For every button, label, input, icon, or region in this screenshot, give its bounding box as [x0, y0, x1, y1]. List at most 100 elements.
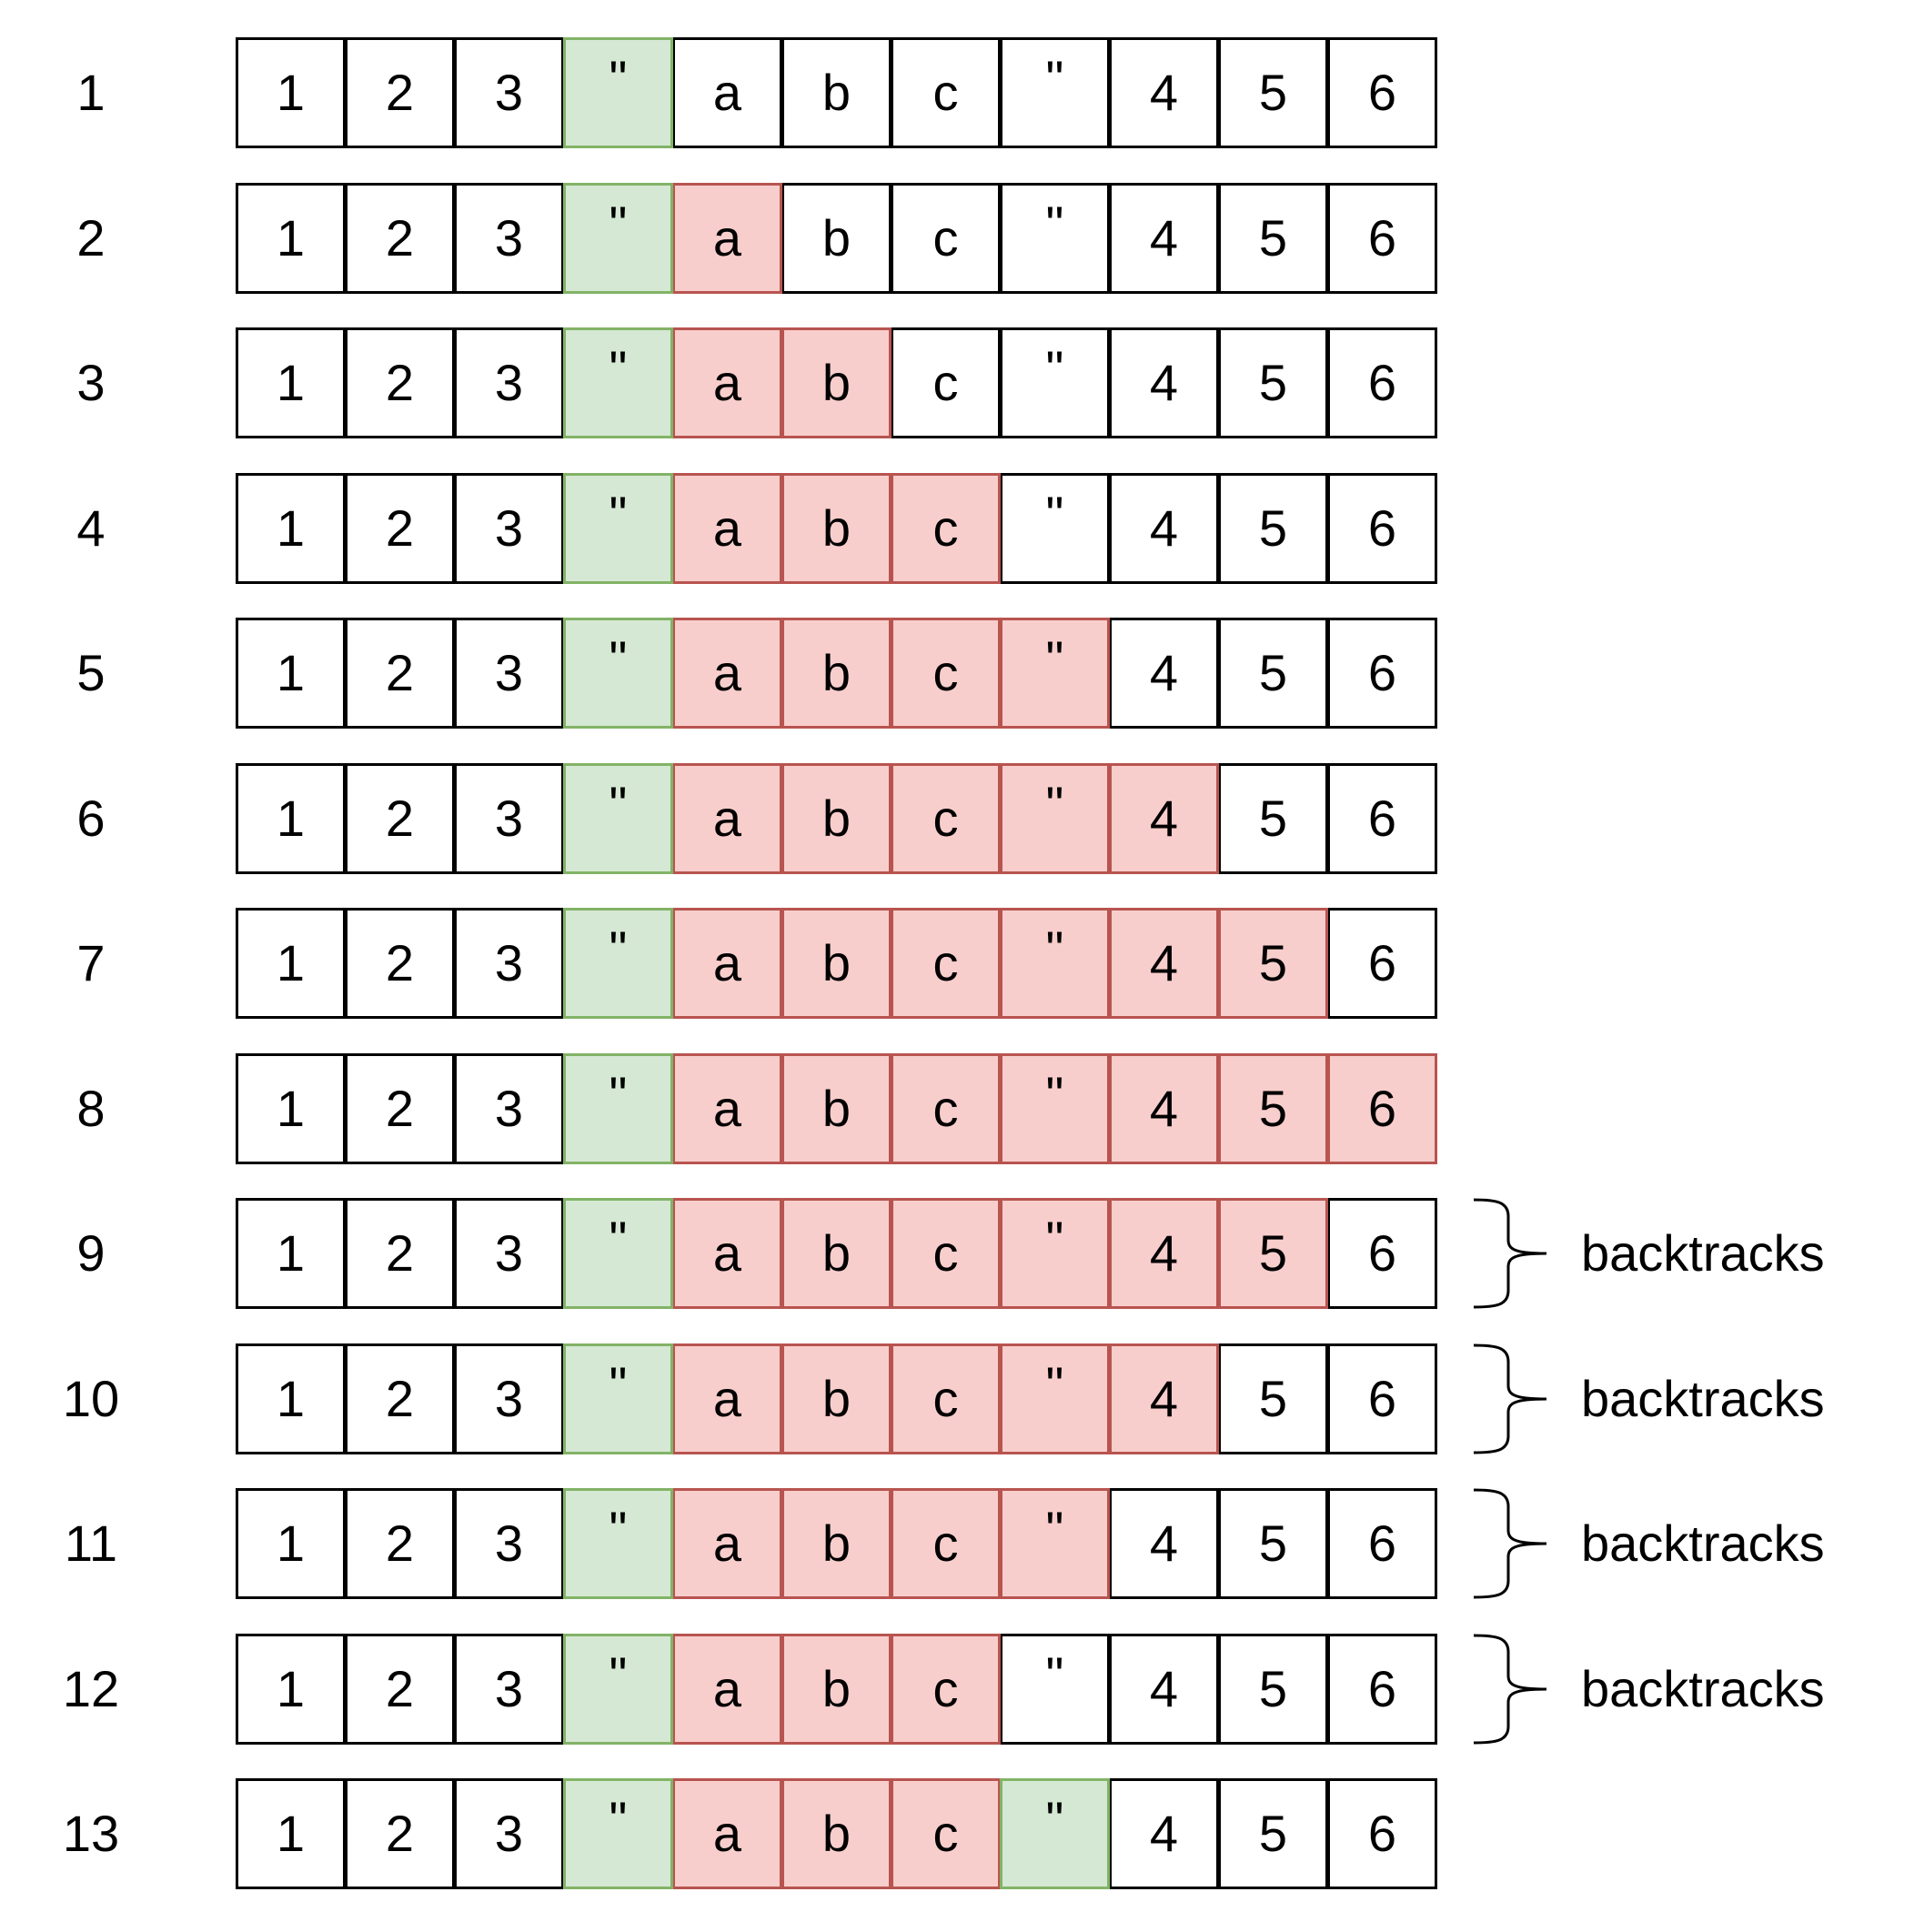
- tape-cell: 4: [1109, 1634, 1219, 1745]
- tape-cell: 4: [1109, 327, 1219, 438]
- input-tape: 1 2 3 " a b c " 4 5 6: [236, 1053, 1442, 1164]
- tape-cell: a: [672, 1053, 782, 1164]
- input-tape: 1 2 3 " a b c " 4 5 6: [236, 1778, 1442, 1889]
- tape-cell: a: [672, 618, 782, 729]
- tape-cell: 5: [1218, 1634, 1328, 1745]
- tape-cell: 1: [236, 1198, 346, 1309]
- tape-cell: ": [563, 1198, 673, 1309]
- tape-cell: ": [1000, 1343, 1110, 1454]
- tape-cell: 2: [345, 1634, 455, 1745]
- step-row: 8 1 2 3 " a b c " 4 5 6: [0, 1053, 1914, 1164]
- tape-cell: b: [781, 1488, 892, 1599]
- tape-cell: 6: [1327, 763, 1437, 874]
- tape-cell: ": [563, 473, 673, 584]
- right-curly-brace-icon: [1474, 1343, 1546, 1454]
- tape-cell: a: [672, 908, 782, 1019]
- tape-cell: c: [891, 1778, 1001, 1889]
- tape-cell: c: [891, 1488, 1001, 1599]
- step-row: 11 1 2 3 " a b c " 4 5 6 backtracks: [0, 1488, 1914, 1599]
- tape-cell: 4: [1109, 473, 1219, 584]
- tape-cell: 6: [1327, 1198, 1437, 1309]
- tape-cell: b: [781, 1778, 892, 1889]
- step-row: 13 1 2 3 " a b c " 4 5 6: [0, 1778, 1914, 1889]
- tape-cell: 4: [1109, 1198, 1219, 1309]
- tape-cell: c: [891, 763, 1001, 874]
- tape-cell: a: [672, 1343, 782, 1454]
- tape-cell: ": [1000, 183, 1110, 294]
- input-tape: 1 2 3 " a b c " 4 5 6: [236, 1343, 1442, 1454]
- tape-cell: ": [563, 1634, 673, 1745]
- step-row: 5 1 2 3 " a b c " 4 5 6: [0, 618, 1914, 729]
- tape-cell: 3: [454, 327, 564, 438]
- tape-cell: 1: [236, 1778, 346, 1889]
- tape-cell: 1: [236, 1488, 346, 1599]
- tape-cell: 3: [454, 473, 564, 584]
- tape-cell: 2: [345, 1343, 455, 1454]
- tape-cell: 4: [1109, 1343, 1219, 1454]
- step-number: 6: [76, 790, 106, 847]
- tape-cell: ": [1000, 473, 1110, 584]
- tape-cell: 3: [454, 1053, 564, 1164]
- tape-cell: 5: [1218, 763, 1328, 874]
- tape-cell: 4: [1109, 1488, 1219, 1599]
- backtracks-annotation: backtracks: [1581, 1370, 1825, 1427]
- tape-cell: ": [1000, 908, 1110, 1019]
- tape-cell: c: [891, 473, 1001, 584]
- tape-cell: 5: [1218, 1053, 1328, 1164]
- backtracks-annotation: backtracks: [1581, 1660, 1825, 1717]
- tape-cell: c: [891, 1634, 1001, 1745]
- tape-cell: 4: [1109, 908, 1219, 1019]
- tape-cell: 2: [345, 908, 455, 1019]
- step-number: 7: [76, 934, 106, 991]
- tape-cell: ": [563, 1343, 673, 1454]
- tape-cell: 6: [1327, 1778, 1437, 1889]
- tape-cell: 4: [1109, 763, 1219, 874]
- step-number: 4: [76, 499, 106, 557]
- tape-cell: 1: [236, 1053, 346, 1164]
- input-tape: 1 2 3 " a b c " 4 5 6: [236, 1198, 1442, 1309]
- tape-cell: 6: [1327, 1488, 1437, 1599]
- tape-cell: 4: [1109, 1778, 1219, 1889]
- tape-cell: 6: [1327, 1634, 1437, 1745]
- tape-cell: 6: [1327, 908, 1437, 1019]
- tape-cell: 3: [454, 37, 564, 148]
- input-tape: 1 2 3 " a b c " 4 5 6: [236, 763, 1442, 874]
- tape-cell: b: [781, 1198, 892, 1309]
- tape-cell: 6: [1327, 183, 1437, 294]
- step-number: 11: [64, 1514, 118, 1572]
- tape-cell: 2: [345, 183, 455, 294]
- tape-cell: 3: [454, 908, 564, 1019]
- tape-cell: 5: [1218, 1198, 1328, 1309]
- tape-cell: 5: [1218, 327, 1328, 438]
- tape-cell: c: [891, 1343, 1001, 1454]
- step-number: 13: [62, 1805, 120, 1862]
- tape-cell: b: [781, 473, 892, 584]
- tape-cell: 6: [1327, 473, 1437, 584]
- tape-cell: a: [672, 1634, 782, 1745]
- tape-cell: ": [1000, 1778, 1110, 1889]
- tape-cell: 4: [1109, 618, 1219, 729]
- tape-cell: ": [563, 1488, 673, 1599]
- tape-cell: ": [1000, 37, 1110, 148]
- tape-cell: 2: [345, 1053, 455, 1164]
- tape-cell: ": [1000, 327, 1110, 438]
- tape-cell: 6: [1327, 37, 1437, 148]
- tape-cell: b: [781, 37, 892, 148]
- tape-cell: ": [1000, 1198, 1110, 1309]
- tape-cell: b: [781, 183, 892, 294]
- right-curly-brace-icon: [1474, 1198, 1546, 1309]
- tape-cell: 3: [454, 1778, 564, 1889]
- tape-cell: a: [672, 327, 782, 438]
- input-tape: 1 2 3 " a b c " 4 5 6: [236, 473, 1442, 584]
- step-number: 2: [76, 209, 106, 267]
- tape-cell: 1: [236, 1343, 346, 1454]
- tape-cell: b: [781, 1634, 892, 1745]
- tape-cell: 3: [454, 1198, 564, 1309]
- tape-cell: a: [672, 1488, 782, 1599]
- tape-cell: ": [563, 183, 673, 294]
- tape-cell: 4: [1109, 37, 1219, 148]
- step-row: 6 1 2 3 " a b c " 4 5 6: [0, 763, 1914, 874]
- step-number: 12: [62, 1660, 120, 1717]
- tape-cell: 3: [454, 763, 564, 874]
- tape-cell: 1: [236, 327, 346, 438]
